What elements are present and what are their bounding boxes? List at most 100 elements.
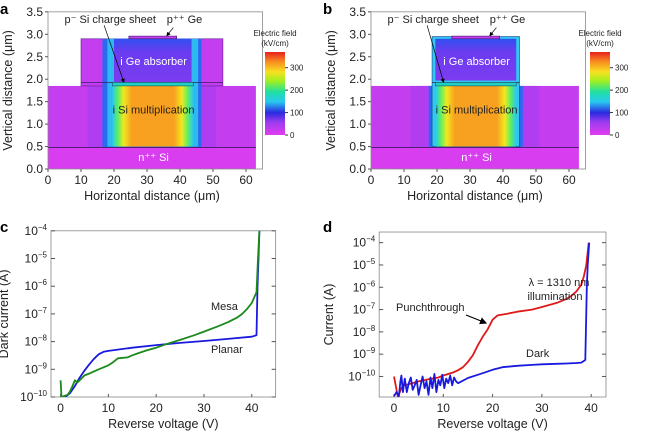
x-tick-label: 10 — [102, 401, 116, 415]
label-si-multiplication: i Si multiplication — [436, 104, 518, 116]
y-tick-base: 10 — [25, 279, 39, 293]
plot-frame — [378, 231, 607, 398]
y-tick-label: 0.0 — [26, 162, 43, 176]
ge-absorber — [114, 38, 192, 83]
panel-label: a — [0, 1, 9, 18]
y-tick-label: 2.0 — [26, 72, 43, 86]
charge-sheet — [435, 82, 517, 87]
plot-frame — [47, 11, 263, 170]
y-tick-exponent: −4 — [38, 223, 48, 232]
x-tick-label: 0 — [57, 401, 64, 415]
p-ge-arrow — [489, 27, 497, 37]
y-axis-label: Dark current (A) — [0, 269, 11, 358]
y-tick-exponent: −10 — [362, 368, 376, 377]
annotation: λ = 1310 nm — [529, 277, 590, 289]
colorbar-tick-label: 0 — [615, 131, 620, 140]
colorbar-tick-label: 200 — [615, 86, 629, 95]
x-tick-label: 30 — [535, 401, 549, 415]
y-tick-exponent: −8 — [38, 334, 48, 343]
y-tick-exponent: −5 — [366, 257, 376, 266]
x-tick-label: 60 — [239, 173, 253, 187]
x-tick-label: 20 — [430, 173, 444, 187]
label-ge-absorber: i Ge absorber — [443, 56, 510, 68]
y-tick-exponent: −6 — [38, 278, 48, 287]
x-tick-label: 10 — [74, 173, 88, 187]
y-tick-base: 10 — [348, 369, 362, 383]
x-tick-label: 50 — [206, 173, 220, 187]
panel-label: d — [323, 219, 332, 236]
multiplication-region — [435, 85, 517, 147]
y-tick-label: 1.5 — [349, 95, 366, 109]
x-axis-label: Reverse voltage (V) — [108, 417, 218, 431]
panel-label: b — [323, 1, 332, 18]
plot-frame — [370, 11, 586, 170]
y-tick-exponent: −9 — [38, 361, 48, 370]
label-si-multiplication: i Si multiplication — [113, 104, 195, 116]
y-tick-label: 2.5 — [349, 50, 366, 64]
y-tick-label: 10−4 — [353, 235, 376, 250]
x-tick-label: 0 — [391, 401, 398, 415]
annotation: Dark — [526, 348, 550, 360]
label-ge-absorber: i Ge absorber — [120, 56, 187, 68]
x-tick-label: 40 — [245, 401, 259, 415]
y-tick-base: 10 — [25, 224, 39, 238]
n-si-region — [48, 147, 256, 169]
y-tick-label: 10−6 — [353, 279, 376, 294]
y-tick-label: 10−6 — [25, 278, 48, 293]
y-tick-label: 10−9 — [353, 346, 376, 361]
y-tick-label: 10−4 — [25, 223, 48, 238]
ge-absorber — [435, 38, 517, 81]
y-tick-exponent: −8 — [366, 324, 376, 333]
y-tick-label: 3.0 — [26, 27, 43, 41]
y-tick-label: 3.5 — [349, 5, 366, 19]
x-tick-label: 30 — [463, 173, 477, 187]
panel-a: a 0 10 20 30 40 50 60 0.0 0.5 1.0 1.5 2.0 2.5 3.0 3.5 Ho… — [0, 1, 304, 203]
y-tick-exponent: −4 — [366, 235, 376, 244]
y-tick-label: 0.5 — [349, 140, 366, 154]
colorbar-tick-label: 200 — [290, 86, 304, 95]
charge-sheet-arrow — [426, 25, 445, 84]
annotation: Punchthrough — [396, 302, 465, 314]
colorbar-unit: (kV/cm) — [261, 39, 289, 48]
colorbar-tick-label: 300 — [615, 64, 629, 73]
x-tick-label: 20 — [107, 173, 121, 187]
y-tick-exponent: −6 — [366, 279, 376, 288]
y-tick-exponent: −10 — [33, 389, 47, 398]
y-tick-base: 10 — [353, 236, 367, 250]
label-n-si: n⁺⁺ Si — [461, 152, 492, 164]
x-tick-label: 40 — [585, 401, 599, 415]
y-tick-label: 10−7 — [25, 306, 48, 321]
y-tick-label: 10−8 — [353, 324, 376, 339]
panel-label: c — [0, 219, 8, 236]
p-ge-arrow — [166, 27, 174, 37]
colorbar-title: Electric field — [578, 29, 621, 38]
y-tick-label: 3.0 — [349, 27, 366, 41]
y-tick-exponent: −5 — [38, 251, 48, 260]
y-tick-label: 10−7 — [353, 302, 376, 317]
panel-b: b 0 10 20 30 40 50 60 0.0 0.5 1.0 1.5 2.0 2.5 3.0 3.5 Ho… — [323, 1, 629, 203]
y-axis-label: Vertical distance (μm) — [1, 30, 15, 150]
y-tick-base: 10 — [25, 335, 39, 349]
y-axis-label: Vertical distance (μm) — [324, 30, 338, 150]
label-charge-sheet: p⁻ Si charge sheet — [65, 14, 156, 26]
annotation: Planar — [211, 344, 243, 356]
panel-d: d0 10 20 30 4010−410−510−610−710−810−910−10R… — [322, 219, 607, 431]
x-tick-label: 20 — [149, 401, 163, 415]
y-tick-base: 10 — [25, 307, 39, 321]
x-tick-label: 20 — [486, 401, 500, 415]
y-tick-label: 1.0 — [349, 117, 366, 131]
y-tick-label: 0.0 — [349, 162, 366, 176]
punchthrough-arrow — [465, 314, 488, 325]
series--1310-nm-illumination — [393, 242, 590, 397]
y-tick-base: 10 — [25, 252, 39, 266]
y-tick-base: 10 — [353, 325, 367, 339]
x-axis-label: Horizontal distance (μm) — [84, 189, 220, 203]
charge-sheet-arrow — [103, 25, 125, 84]
label-p-ge: p⁺⁺ Ge — [490, 14, 525, 26]
y-tick-base: 10 — [353, 258, 367, 272]
colorbar-tick-label: 100 — [290, 109, 304, 118]
colorbar-title: Electric field — [253, 29, 296, 38]
annotation: Mesa — [211, 301, 239, 313]
x-tick-label: 30 — [197, 401, 211, 415]
